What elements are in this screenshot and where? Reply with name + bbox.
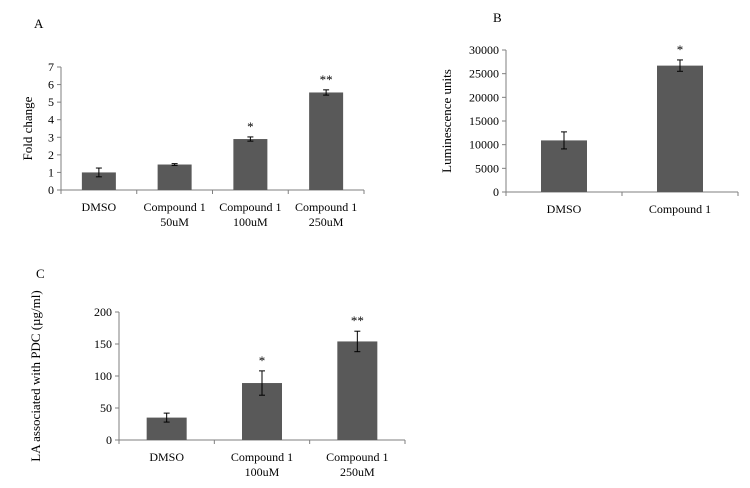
significance-marker: ** [320,72,333,87]
category-label-line: DMSO [149,450,184,464]
bar [146,417,187,440]
y-tick-label: 5 [48,95,54,109]
category-label-line: 100uM [245,465,280,479]
y-axis-title: Fold change [20,96,35,160]
category-label-line: Compound 1 [326,450,388,464]
y-axis-title: Luminescence units [439,69,454,173]
y-tick-label: 2 [48,148,54,162]
category-label-line: 250uM [309,215,344,229]
y-tick-label: 50 [100,401,112,415]
y-tick-label: 7 [48,60,54,74]
category-label: DMSO [547,202,582,216]
y-axis-title: LA associated with PDC (µg/ml) [28,290,43,461]
y-tick-label: 3 [48,130,54,144]
y-tick-label: 0 [106,433,112,447]
category-label-line: 50uM [160,215,189,229]
y-tick-label: 10000 [469,138,499,152]
panel-label-c: C [36,266,45,281]
category-label: DMSO [82,200,117,214]
category-label: DMSO [149,450,184,464]
category-label-line: Compound 1 [143,200,205,214]
panel-label-b: B [493,10,502,25]
category-label-line: DMSO [547,202,582,216]
category-label-line: 100uM [233,215,268,229]
bar [337,341,378,440]
bar [157,164,192,190]
y-tick-label: 0 [493,185,499,199]
bar [309,92,344,190]
significance-marker: * [677,42,684,57]
category-label-line: DMSO [82,200,117,214]
category-label: Compound 1 [649,202,711,216]
category-label-line: Compound 1 [295,200,357,214]
significance-marker: * [259,353,266,368]
y-tick-label: 1 [48,165,54,179]
y-tick-label: 4 [48,113,54,127]
bar [81,172,116,190]
category-label: Compound 1 100uM [231,450,293,479]
category-label-line: Compound 1 [649,202,711,216]
y-tick-label: 15000 [469,114,499,128]
significance-marker: * [247,119,254,134]
y-tick-label: 25000 [469,67,499,81]
panel-label-a: A [34,16,44,31]
significance-marker: ** [351,313,364,328]
category-label: Compound 1 50uM [143,200,205,229]
y-tick-label: 200 [94,305,112,319]
y-tick-label: 5000 [475,161,499,175]
bar [657,65,703,192]
category-label: Compound 1 250uM [326,450,388,479]
y-tick-label: 20000 [469,90,499,104]
chart-b: B 0 5000 10000 15000 20000 25000 30000 DMSO * Com… [439,10,739,216]
category-label: Compound 1 250uM [295,200,357,229]
bar [233,139,268,190]
category-label: Compound 1 100uM [219,200,281,229]
category-label-line: Compound 1 [219,200,281,214]
category-label-line: 250uM [340,465,375,479]
y-tick-label: 0 [48,183,54,197]
category-label-line: Compound 1 [231,450,293,464]
chart-b-plot: 0 5000 10000 15000 20000 25000 30000 DMSO * Compo… [439,42,739,216]
y-tick-label: 150 [94,337,112,351]
y-tick-label: 6 [48,78,54,92]
y-tick-label: 100 [94,369,112,383]
y-tick-label: 30000 [469,43,499,57]
